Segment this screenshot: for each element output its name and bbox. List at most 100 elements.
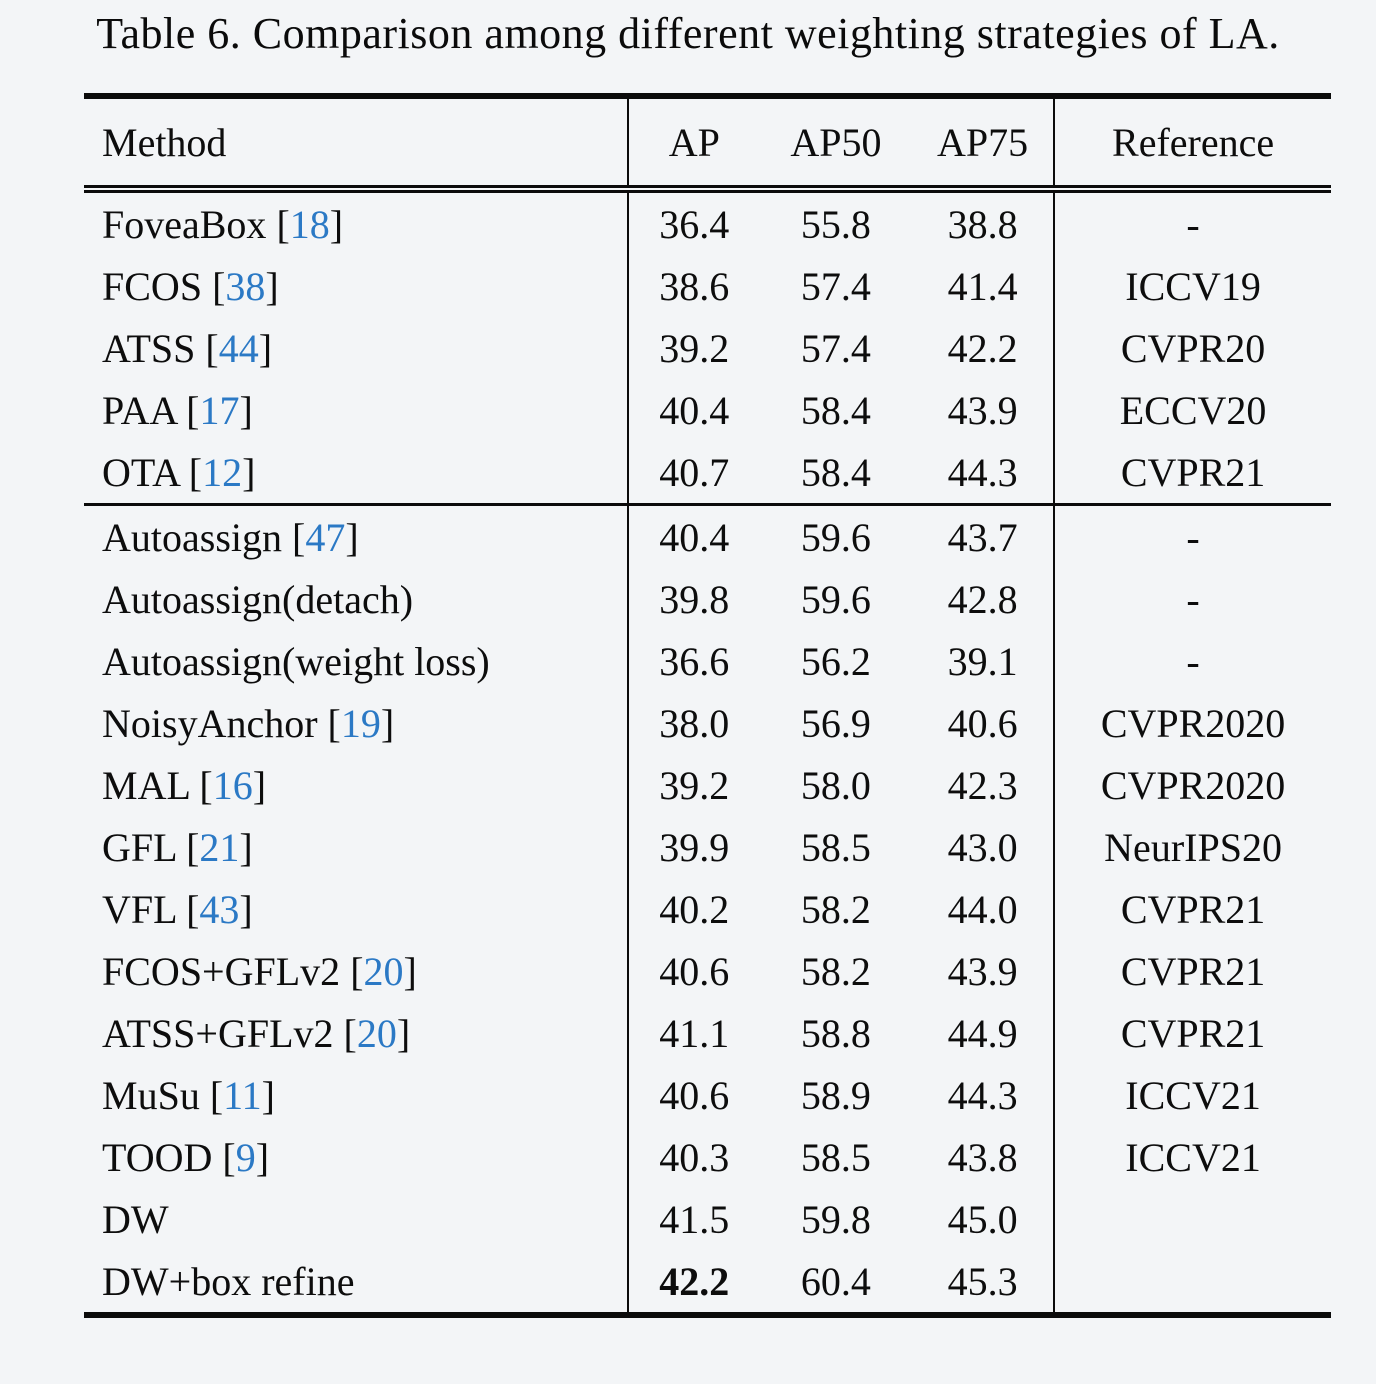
ap50-cell: 56.2: [800, 638, 871, 684]
ap50-cell: 55.8: [800, 201, 871, 247]
ap50-cell: 58.5: [800, 824, 871, 870]
col-header-ap50: AP50: [759, 96, 912, 193]
ap-cell: 38.6: [659, 263, 730, 309]
citation-link[interactable]: 17: [199, 387, 240, 433]
citation-link[interactable]: 18: [289, 201, 330, 247]
table-row: ATSS+GFLv2 [20] 41.1 58.8 44.9 CVPR21: [84, 1002, 1331, 1064]
method-name: GFL: [102, 824, 177, 870]
table-row: NoisyAnchor [19] 38.0 56.9 40.6 CVPR2020: [84, 692, 1331, 754]
method-name: FCOS+GFLv2: [102, 948, 341, 994]
citation-link[interactable]: 12: [202, 449, 243, 495]
citation-link[interactable]: 47: [305, 514, 346, 560]
reference-cell: CVPR21: [1120, 449, 1266, 495]
reference-cell: CVPR2020: [1100, 700, 1286, 746]
reference-cell: -: [1186, 638, 1200, 684]
method-cell: VFL [43]: [84, 878, 629, 940]
ap-cell: 38.0: [659, 700, 730, 746]
method-cell: Autoassign(detach): [84, 568, 629, 630]
citation-link[interactable]: 21: [199, 824, 240, 870]
ap-cell: 40.6: [659, 1072, 730, 1118]
reference-cell: -: [1186, 201, 1200, 247]
reference-cell: NeurIPS20: [1104, 824, 1282, 870]
method-cell: Autoassign(weight loss): [84, 630, 629, 692]
ap50-cell: 56.9: [800, 700, 871, 746]
citation-link[interactable]: 43: [199, 886, 240, 932]
reference-cell: ECCV20: [1119, 387, 1267, 433]
citation-link[interactable]: 38: [225, 263, 266, 309]
citation-link[interactable]: 11: [223, 1072, 262, 1118]
reference-cell: CVPR20: [1120, 325, 1266, 371]
reference-cell: CVPR2020: [1100, 762, 1286, 808]
method-cell: PAA [17]: [84, 379, 629, 441]
ap50-cell: 58.8: [800, 1010, 871, 1056]
method-name: ATSS: [102, 325, 196, 371]
ap75-cell: 43.9: [911, 940, 1056, 1002]
col-header-ap75: AP75: [911, 96, 1056, 193]
ap75-cell: 44.3: [911, 441, 1056, 505]
ap50-cell: 58.2: [800, 948, 871, 994]
method-cell: MuSu [11]: [84, 1064, 629, 1126]
ap75-cell: 41.4: [911, 255, 1056, 317]
ap75-cell: 43.7: [911, 503, 1056, 568]
method-name: OTA: [102, 449, 179, 495]
ap-cell: 41.1: [659, 1010, 730, 1056]
citation-link[interactable]: 19: [340, 700, 381, 746]
header-row: Method AP AP50 AP75 Reference: [84, 96, 1331, 193]
ap75-cell: 42.3: [911, 754, 1056, 816]
ap75-cell: 40.6: [911, 692, 1056, 754]
method-cell: ATSS+GFLv2 [20]: [84, 1002, 629, 1064]
method-name: Autoassign: [102, 514, 282, 560]
ap-cell: 40.6: [659, 948, 730, 994]
table-row: MuSu [11] 40.6 58.9 44.3 ICCV21: [84, 1064, 1331, 1126]
method-name: NoisyAnchor: [102, 700, 318, 746]
method-cell: GFL [21]: [84, 816, 629, 878]
reference-cell: -: [1054, 503, 1331, 568]
method-name: DW: [102, 1196, 169, 1242]
citation-link[interactable]: 9: [235, 1134, 256, 1180]
ap75-cell: 42.8: [911, 568, 1056, 630]
ap-cell: 39.8: [659, 576, 730, 622]
method-cell: OTA [12]: [84, 441, 629, 505]
method-name: MAL: [102, 762, 190, 808]
method-cell: NoisyAnchor [19]: [84, 692, 629, 754]
ap50-cell: 58.5: [800, 1134, 871, 1180]
ap75-cell: 43.8: [911, 1126, 1056, 1188]
ap-cell: 39.2: [659, 325, 730, 371]
table-body: FoveaBox [18] 36.4 55.8 38.8 - FCOS [38] 38.6 5…: [84, 189, 1331, 1315]
method-cell: TOOD [9]: [84, 1126, 629, 1188]
table-row: FCOS [38] 38.6 57.4 41.4 ICCV19: [84, 255, 1331, 317]
method-cell: FCOS [38]: [84, 255, 629, 317]
citation-link[interactable]: 16: [212, 762, 253, 808]
ap-cell: 40.3: [659, 1134, 730, 1180]
ap-cell: 40.4: [659, 387, 730, 433]
reference-cell: [1054, 1188, 1331, 1250]
table-row: VFL [43] 40.2 58.2 44.0 CVPR21: [84, 878, 1331, 940]
ap-cell: 39.9: [659, 824, 730, 870]
table-row: GFL [21] 39.9 58.5 43.0 NeurIPS20: [84, 816, 1331, 878]
ap-cell: 41.5: [659, 1196, 730, 1242]
reference-cell: ICCV21: [1125, 1134, 1261, 1180]
ap50-cell: 59.6: [800, 576, 871, 622]
ap75-cell: 44.9: [911, 1002, 1056, 1064]
citation-link[interactable]: 20: [363, 948, 404, 994]
method-cell: Autoassign [47]: [84, 503, 629, 568]
method-name: FoveaBox: [102, 201, 267, 247]
table-row: Autoassign [47] 40.4 59.6 43.7-: [84, 503, 1331, 568]
col-header-method: Method: [84, 96, 629, 193]
ap75-cell: 39.1: [911, 630, 1056, 692]
method-name: PAA: [102, 387, 177, 433]
method-name: Autoassign(weight loss): [102, 638, 490, 684]
reference-cell: CVPR21: [1120, 1010, 1266, 1056]
citation-link[interactable]: 44: [218, 325, 259, 371]
ap-cell: 36.6: [659, 638, 730, 684]
method-name: VFL: [102, 886, 177, 932]
method-name: ATSS+GFLv2: [102, 1010, 334, 1056]
table-row: FCOS+GFLv2 [20] 40.6 58.2 43.9 CVPR21: [84, 940, 1331, 1002]
citation-link[interactable]: 20: [356, 1010, 397, 1056]
table-row: OTA [12] 40.7 58.4 44.3 CVPR21: [84, 441, 1331, 505]
results-table-container: Method AP AP50 AP75 Reference FoveaBox […: [84, 93, 1331, 1318]
method-cell: DW+box refine: [84, 1250, 629, 1315]
method-cell: FCOS+GFLv2 [20]: [84, 940, 629, 1002]
method-name: MuSu: [102, 1072, 200, 1118]
ap75-cell: 45.3: [911, 1250, 1056, 1315]
